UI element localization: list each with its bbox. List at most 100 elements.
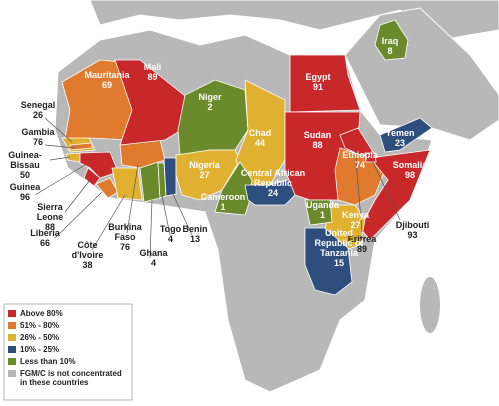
country-name: United Republic of Tanzania [314, 228, 364, 258]
leader-lines [34, 117, 401, 259]
legend-swatch [8, 310, 16, 317]
country-name: Togo [159, 224, 182, 234]
country-shape [83, 167, 101, 187]
country-name: Iraq [381, 36, 399, 46]
legend-label: 26% - 50% [20, 333, 60, 342]
country-shape [304, 199, 333, 226]
country-value: 44 [254, 138, 265, 148]
country-value: 15 [333, 258, 344, 268]
country-shape [289, 54, 361, 113]
country-name: Guinea-Bissau [8, 150, 42, 170]
country-name: Djibouti [395, 220, 430, 230]
country-name: Mali [143, 62, 162, 72]
country-value: 23 [394, 138, 405, 148]
country-label: Senegal 26 [18, 100, 58, 120]
country-value: 69 [101, 80, 112, 90]
leader-line [49, 156, 71, 161]
country-name: Uganda [305, 200, 339, 210]
country-name: Sudan [303, 130, 332, 140]
country-shape [374, 19, 409, 61]
country-value: 66 [39, 238, 50, 248]
country-label: Gambia 76 [18, 127, 58, 147]
country-label: Benin 13 [180, 224, 210, 244]
country-label: United Republic of Tanzania 15 [308, 228, 370, 268]
country-value: 76 [119, 242, 130, 252]
country-name: Burkina Faso [108, 222, 142, 242]
country-label: Niger 2 [190, 92, 230, 112]
country-name: Ghana [139, 248, 168, 258]
country-name: Chad [248, 128, 272, 138]
country-label: Guinea 96 [5, 182, 45, 202]
country-label: Sierra Leone 88 [30, 202, 70, 232]
countries [61, 19, 433, 296]
country-value: 89 [147, 72, 158, 82]
country-label: Mauritania 69 [78, 70, 136, 90]
country-name: Liberia [30, 228, 60, 238]
country-name: Guinea [9, 182, 41, 192]
country-value: 74 [354, 160, 365, 170]
leader-line [371, 159, 401, 221]
country-name: Somalia [392, 160, 428, 170]
legend-swatch [8, 358, 16, 365]
country-name: Central African Republic [240, 168, 306, 188]
country-value: 26 [32, 110, 43, 120]
leader-line [91, 194, 126, 251]
leader-line [34, 164, 86, 196]
country-value: 89 [356, 244, 367, 254]
country-label: Djibouti 93 [390, 220, 435, 240]
leader-line [44, 144, 76, 149]
legend-box [3, 303, 133, 401]
legend-label: 10% - 25% [20, 345, 60, 354]
land [420, 277, 440, 333]
legend-swatch [8, 346, 16, 353]
country-label: Cameroon 1 [198, 192, 248, 212]
leader-line [354, 147, 363, 233]
country-value: 24 [267, 188, 278, 198]
country-value: 88 [44, 222, 55, 232]
country-value: 4 [150, 258, 156, 268]
legend-label: Above 80% [20, 309, 63, 318]
country-label: Eritrea 89 [342, 234, 382, 254]
legend-swatch [8, 370, 16, 377]
country-label: Kenya 27 [338, 210, 373, 230]
leader-line [149, 199, 153, 259]
country-name: Niger [198, 92, 222, 102]
country-name: Kenya [341, 210, 369, 220]
leader-line [171, 191, 193, 236]
country-label: Uganda 1 [305, 200, 340, 220]
country-value: 96 [19, 192, 30, 202]
country-name: Cameroon [200, 192, 246, 202]
leader-line [161, 195, 171, 236]
country-name: Mauritania [84, 70, 130, 80]
country-name: Gambia [21, 127, 55, 137]
country-value: 1 [220, 202, 226, 212]
legend-label: Less than 10% [20, 357, 76, 366]
country-label: Togo 4 [158, 224, 183, 244]
country-label: Nigeria 27 [182, 160, 227, 180]
country-name: Yemen [385, 128, 415, 138]
legend-entry: Less than 10% [8, 357, 128, 377]
country-shape [163, 157, 177, 197]
country-value: 13 [189, 234, 200, 244]
legend-entry: FGM/C is not concentrated in these count… [8, 369, 128, 389]
country-label: Yemen 23 [380, 128, 420, 148]
leader-line [126, 164, 139, 234]
country-label: Egypt 91 [298, 72, 338, 92]
country-name: Côte d'Ivoire [71, 240, 104, 260]
country-shape [359, 149, 431, 241]
country-value: 2 [207, 102, 213, 112]
country-name: Benin [182, 224, 208, 234]
country-shape [364, 152, 377, 163]
country-value: 1 [319, 210, 325, 220]
country-value: 38 [82, 260, 93, 270]
country-shape [69, 142, 93, 151]
country-label: Burkina Faso 76 [105, 222, 145, 252]
country-label: Ethiopia 74 [335, 150, 385, 170]
legend-label: 51% - 80% [20, 321, 60, 330]
country-shape [244, 177, 301, 206]
country-value: 27 [350, 220, 361, 230]
country-value: 93 [407, 230, 418, 240]
country-shape [111, 167, 143, 201]
legend-swatch [8, 334, 16, 341]
